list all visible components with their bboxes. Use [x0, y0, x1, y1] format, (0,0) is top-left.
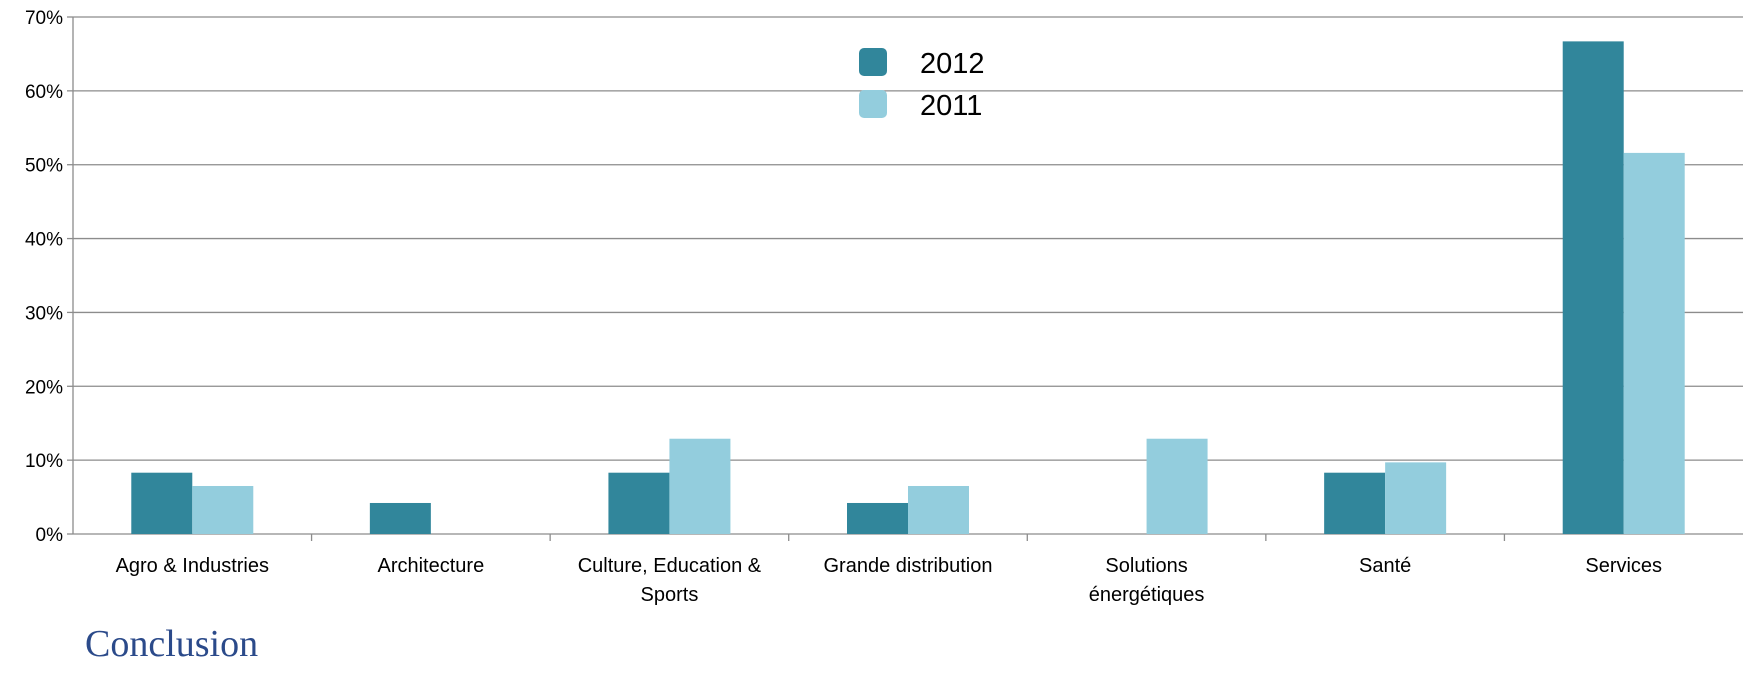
- x-tick-label: Agro & Industries: [116, 555, 269, 577]
- bar-2012: [608, 472, 670, 534]
- bar-2011: [1385, 462, 1447, 534]
- y-tick-label: 20%: [25, 377, 63, 398]
- x-tick-label: Grande distribution: [824, 555, 993, 577]
- x-tick-label: Architecture: [377, 555, 484, 577]
- bar-2012: [847, 502, 908, 534]
- legend-label: 2012: [920, 48, 985, 80]
- y-tick-label: 70%: [25, 8, 63, 29]
- legend-swatch-2012: [859, 48, 887, 76]
- x-tick-label: Culture, Education &: [578, 555, 762, 577]
- bar-2012: [1324, 472, 1386, 534]
- y-tick-label: 30%: [25, 303, 63, 324]
- x-tick-label: Santé: [1359, 555, 1411, 577]
- legend-label: 2011: [920, 90, 982, 122]
- bar-2011: [192, 485, 254, 534]
- bar-2012: [1562, 41, 1624, 534]
- y-tick-label: 0%: [36, 525, 64, 546]
- bar-2011: [1146, 438, 1208, 534]
- x-tick-label: énergétiques: [1089, 584, 1205, 606]
- y-tick-label: 10%: [25, 451, 63, 472]
- x-tick-label: Sports: [641, 584, 699, 606]
- bar-2011: [669, 438, 731, 534]
- x-tick-label: Services: [1585, 555, 1662, 577]
- bar-2011: [1623, 152, 1685, 534]
- legend-swatch-2011: [859, 90, 887, 118]
- y-tick-label: 60%: [25, 82, 63, 103]
- partial-heading-text: Conclusion: [85, 623, 259, 665]
- bar-2012: [369, 502, 431, 534]
- x-tick-label: Solutions: [1105, 555, 1187, 577]
- bar-2011: [908, 485, 969, 534]
- y-tick-label: 40%: [25, 230, 63, 251]
- y-tick-label: 50%: [25, 156, 63, 177]
- bar-2012: [131, 472, 193, 534]
